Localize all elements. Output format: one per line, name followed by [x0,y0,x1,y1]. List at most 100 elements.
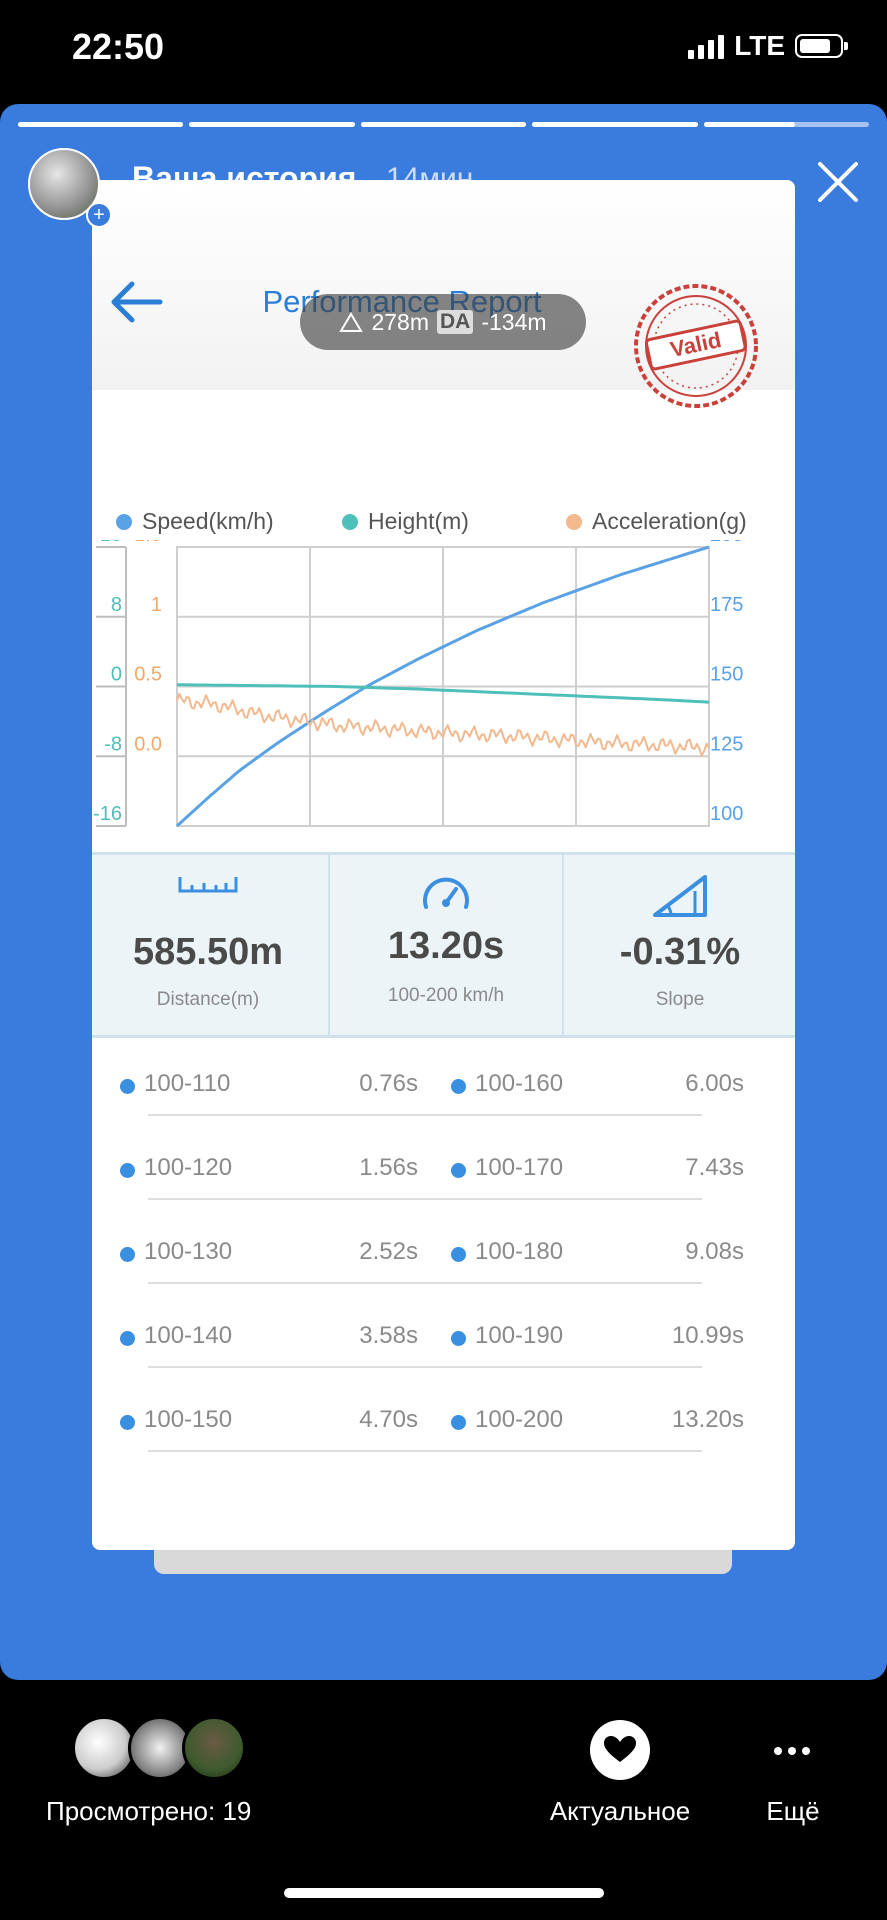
stat-slope: -0.31% Slope [564,855,795,1035]
legend-acceleration: Acceleration(g) [566,508,747,535]
split-dot [451,1079,466,1094]
y-tick-height: -16 [93,803,122,825]
status-time: 22:50 [72,26,165,67]
series-line-1 [177,683,710,704]
split-range: 100-170 [475,1154,564,1181]
density-altitude-value: -134m [481,308,547,335]
more-label[interactable]: Ещё [766,1796,820,1826]
story-progress-segment [189,122,355,127]
mountain-icon [339,312,364,332]
back-arrow-icon[interactable] [110,280,164,324]
stats-panel: 585.50m Distance(m) 13.20s 100-200 km/h [92,852,795,1038]
speedometer-icon [423,877,469,909]
split-time: 4.70s [359,1406,418,1433]
stat-label: 100-200 km/h [387,985,505,1006]
split-dot [451,1163,466,1178]
story-progress-segment [18,122,184,127]
y-tick-height: 8 [111,594,122,616]
story-timestamp: 14мин. [386,162,482,195]
altitude-pill: 278m DA -134m [300,294,586,350]
split-time: 2.52s [359,1238,418,1265]
split-dot [120,1331,135,1346]
add-story-icon[interactable]: + [86,202,112,228]
split-time: 3.58s [359,1322,418,1349]
legend-height: Height(m) [342,508,469,535]
series-line-2 [176,692,710,757]
split-range: 100-190 [475,1322,564,1349]
more-icon[interactable] [770,1736,814,1766]
y-tick-height: -8 [104,733,122,755]
performance-chart: 16 8 0 -8 -16 1.5 1 0.5 0.0 200 175 150 125 100 [93,540,743,828]
split-range: 100-110 [144,1070,231,1097]
row-divider [148,1450,702,1452]
performance-report-card: Performance Report Valid Speed(km/h) Hei… [92,180,795,1550]
stat-value: -0.31% [619,931,741,973]
row-divider [148,1282,702,1284]
valid-stamp-icon: Valid [634,284,758,408]
stat-distance: 585.50m Distance(m) [92,855,324,1035]
highlight-heart-icon[interactable] [590,1720,650,1780]
series-line-0 [175,545,710,828]
split-time: 10.99s [671,1322,744,1349]
home-indicator[interactable] [284,1888,604,1898]
split-range: 100-200 [475,1406,564,1433]
split-time: 7.43s [685,1154,744,1181]
split-time: 1.56s [359,1154,418,1181]
row-divider [148,1366,702,1368]
split-dot [451,1247,466,1262]
divider [328,855,330,1035]
split-range: 100-180 [475,1238,564,1265]
stat-value: 585.50m [132,931,283,973]
y-tick-acceleration: 1 [151,594,162,616]
stat-time: 13.20s 100-200 km/h [330,855,562,1035]
split-dot [120,1247,135,1262]
status-indicators: LTE [688,30,848,62]
cellular-signal-icon [688,33,725,59]
viewed-count[interactable]: Просмотрено: 19 [46,1796,252,1826]
stat-value: 13.20s [387,925,505,967]
stat-label: Slope [655,989,705,1010]
y-tick-speed: 125 [710,733,743,755]
viewer-avatar [72,1716,136,1780]
legend-speed: Speed(km/h) [116,508,274,535]
split-dot [120,1415,135,1430]
y-tick-height: 0 [111,664,122,686]
split-time: 13.20s [671,1406,744,1433]
divider [562,855,564,1035]
stat-label: Distance(m) [156,989,260,1010]
split-dot [120,1163,135,1178]
viewer-avatar [182,1716,246,1780]
network-type: LTE [734,30,785,61]
split-dot [451,1415,466,1430]
y-tick-speed: 150 [710,664,743,686]
split-dot [120,1079,135,1094]
close-icon[interactable] [816,160,860,204]
split-time: 0.76s [359,1070,418,1097]
y-tick-acceleration: 0.0 [134,733,162,755]
y-tick-speed: 100 [710,803,743,825]
da-badge: DA [437,310,474,334]
story-username[interactable]: Ваша история [132,160,357,196]
legend-dot [566,513,582,530]
y-tick-height: 16 [100,540,122,546]
story-progress-segment [360,122,527,127]
story-progress-segment [703,122,869,127]
y-tick-speed: 200 [710,540,743,546]
split-range: 100-140 [144,1322,233,1349]
story-progress-segment [532,122,698,127]
legend-dot [116,513,132,530]
y-tick-acceleration: 0.5 [134,664,162,686]
slope-icon [653,875,707,917]
story-frame[interactable]: Performance Report Valid Speed(km/h) Hei… [0,104,887,1680]
row-divider [148,1114,702,1116]
altitude-value: 278m [371,308,429,335]
split-time: 6.00s [685,1070,744,1097]
highlight-label[interactable]: Актуальное [549,1796,691,1826]
split-range: 100-130 [144,1238,233,1265]
split-range: 100-150 [144,1406,233,1433]
split-range: 100-120 [144,1154,233,1181]
ruler-icon [178,877,238,893]
split-range: 100-160 [475,1070,564,1097]
battery-icon [795,34,848,58]
viewer-avatars[interactable] [72,1716,252,1786]
